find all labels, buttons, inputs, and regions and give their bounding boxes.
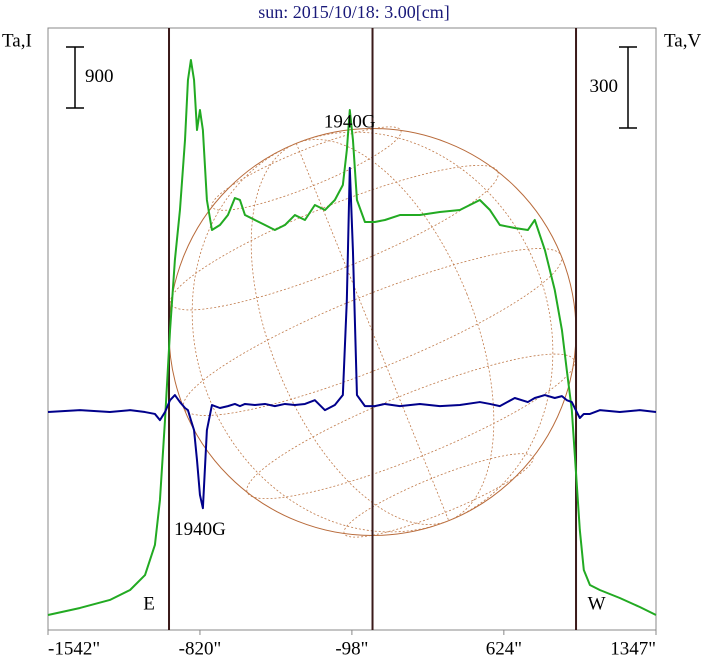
scale-bar-label: 300 xyxy=(590,76,619,97)
annotation: E xyxy=(143,593,155,614)
data-line xyxy=(47,166,657,510)
data-line xyxy=(47,59,657,616)
meridian xyxy=(250,139,495,525)
parallel xyxy=(343,453,534,538)
annotation: 1940G xyxy=(174,519,226,540)
chart-title: sun: 2015/10/18: 3.00[cm] xyxy=(258,2,450,22)
x-tick-label: -98" xyxy=(335,638,368,659)
scale-bar-label: 900 xyxy=(85,66,114,87)
parallel xyxy=(170,164,499,311)
x-tick-label: -1542" xyxy=(48,638,100,659)
annotation: W xyxy=(588,593,606,614)
parallel xyxy=(211,126,402,211)
y2-axis-label: Ta,V xyxy=(664,30,701,51)
parallel xyxy=(182,248,563,416)
annotation: 1940G xyxy=(324,111,376,132)
y-axis-label: Ta,I xyxy=(2,30,32,51)
x-tick-label: 1347" xyxy=(610,638,656,659)
meridian xyxy=(191,131,554,533)
x-tick-label: 624" xyxy=(486,638,522,659)
x-tick-label: -820" xyxy=(179,638,222,659)
